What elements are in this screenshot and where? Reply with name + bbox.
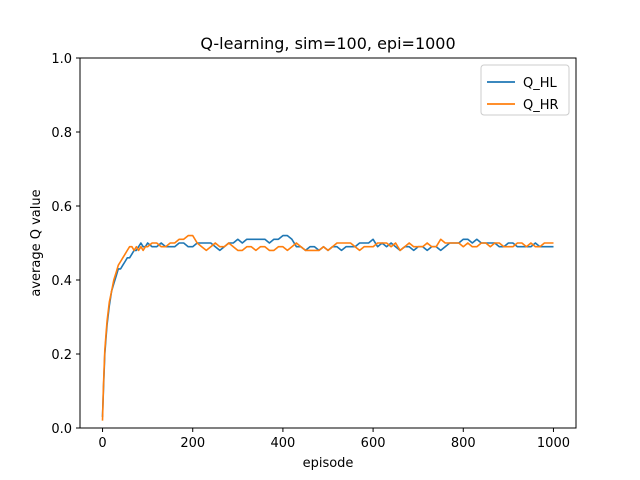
plot-area bbox=[79, 57, 577, 429]
x-axis: 0 200 400 600 800 1000 bbox=[98, 428, 570, 451]
y-tick-label: 0.0 bbox=[51, 422, 72, 437]
y-tick-label: 0.4 bbox=[51, 274, 72, 289]
series-line-q-hr bbox=[101, 234, 554, 421]
y-axis-label: average Q value bbox=[29, 189, 44, 296]
y-tick-label: 0.2 bbox=[51, 348, 72, 363]
y-tick-label: 1.0 bbox=[51, 52, 72, 67]
x-tick-label: 0 bbox=[98, 436, 106, 451]
x-tick-label: 600 bbox=[361, 436, 386, 451]
legend-box bbox=[480, 64, 570, 116]
legend-label: Q_HR bbox=[523, 98, 559, 113]
legend-label: Q_HL bbox=[523, 76, 558, 91]
legend: Q_HL Q_HR bbox=[480, 64, 570, 116]
x-tick-label: 800 bbox=[451, 436, 476, 451]
y-tick-label: 0.8 bbox=[51, 126, 72, 141]
axes-border bbox=[79, 57, 577, 429]
series-layer bbox=[101, 234, 554, 421]
x-tick-label: 200 bbox=[180, 436, 205, 451]
x-tick-label: 1000 bbox=[537, 436, 570, 451]
y-axis: 0.0 0.2 0.4 0.6 0.8 1.0 bbox=[51, 52, 80, 437]
x-tick-label: 400 bbox=[270, 436, 295, 451]
y-tick-label: 0.6 bbox=[51, 200, 72, 215]
x-axis-label: episode bbox=[303, 456, 354, 471]
chart-title: Q-learning, sim=100, epi=1000 bbox=[200, 34, 455, 53]
